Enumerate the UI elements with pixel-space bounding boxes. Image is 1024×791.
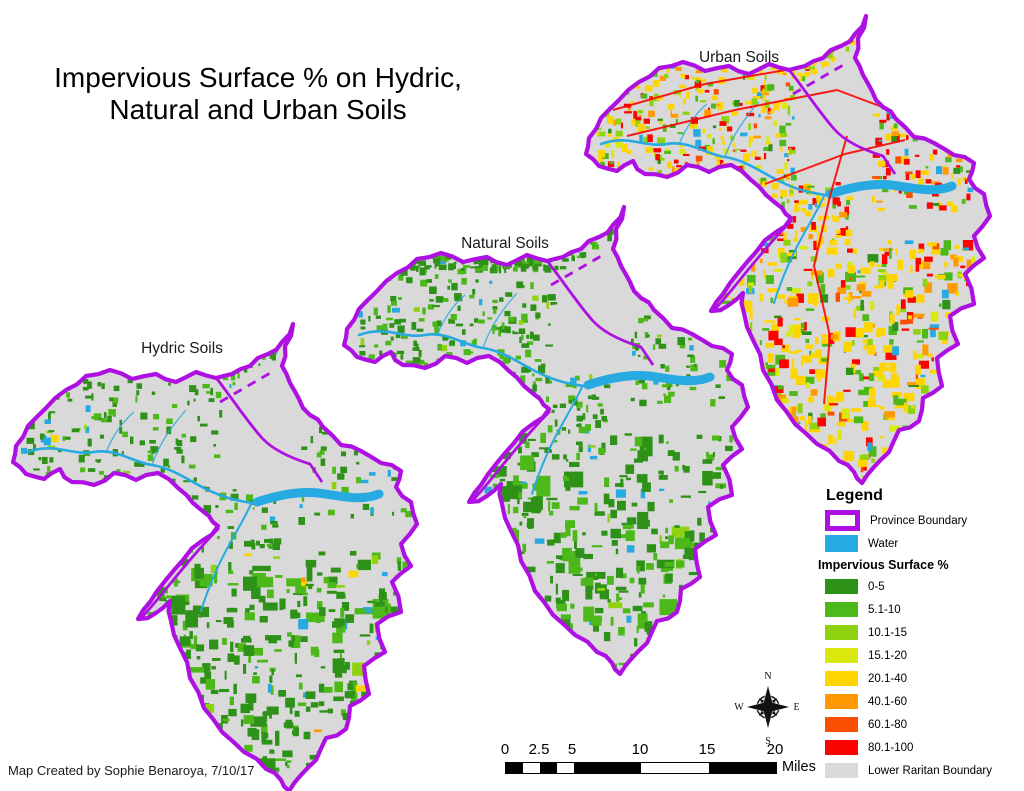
- class-2-label: 10.1-15: [868, 626, 908, 639]
- scale-tick-5: 20: [766, 741, 784, 758]
- highway-line: [764, 139, 906, 185]
- legend-row-water: Water: [818, 532, 1022, 555]
- title-line-2: Natural and Urban Soils: [109, 94, 407, 125]
- internal-boundary: [713, 219, 793, 311]
- river-estuary: [583, 371, 715, 390]
- class-5-label: 40.1-60: [868, 695, 908, 708]
- class-4-label: 20.1-40: [868, 672, 908, 685]
- scale-bar: 0 2.5 5 10 15 20 Miles: [501, 741, 816, 777]
- class-7-label: 80.1-100: [868, 741, 914, 754]
- south-stream: [200, 503, 252, 612]
- legend-row-class-6: 60.1-80: [818, 713, 1022, 736]
- class-3-label: 15.1-20: [868, 649, 908, 662]
- raritan-river: [357, 330, 586, 388]
- legend-row-class-3: 15.1-20: [818, 644, 1022, 667]
- compass-n: N: [764, 671, 771, 682]
- compass-cardinal-star: [745, 684, 791, 730]
- south-stream: [773, 195, 825, 304]
- legend-row-class-1: 5.1-10: [818, 598, 1022, 621]
- class-6-label: 60.1-80: [868, 718, 908, 731]
- title-line-1: Impervious Surface % on Hydric,: [54, 62, 462, 93]
- legend-row-province: Province Boundary: [818, 509, 1022, 532]
- watershed-fill: [586, 16, 990, 483]
- map-label-hydric: Hydric Soils: [141, 340, 223, 357]
- class-2-swatch: [825, 625, 858, 640]
- province-boundary-outline: [10, 321, 420, 791]
- internal-boundary: [215, 378, 324, 483]
- map-natural: [341, 204, 751, 677]
- compass-rose: N E S W: [734, 671, 799, 747]
- internal-boundary: [788, 70, 897, 175]
- legend-title: Legend: [826, 487, 883, 504]
- scale-tick-4: 15: [698, 741, 716, 758]
- scale-tick-1: 2.5: [528, 741, 550, 758]
- class-7-swatch: [825, 740, 858, 755]
- class-3-swatch: [825, 648, 858, 663]
- water-label: Water: [868, 537, 899, 550]
- internal-boundary-dashed: [219, 370, 273, 404]
- internal-boundary: [140, 527, 220, 619]
- legend-row-class-4: 20.1-40: [818, 667, 1022, 690]
- internal-boundary-dashed: [550, 253, 604, 287]
- map-label-urban: Urban Soils: [698, 49, 780, 66]
- class-0-label: 0-5: [868, 580, 885, 593]
- page-title: Impervious Surface % on Hydric, Natural …: [36, 62, 480, 126]
- class-5-swatch: [825, 694, 858, 709]
- province-boundary-outline: [341, 204, 751, 677]
- water-swatch: [825, 535, 858, 552]
- province-boundary-label: Province Boundary: [870, 514, 968, 527]
- raritan-river: [26, 447, 255, 505]
- province-boundary-swatch: [825, 510, 860, 531]
- class-1-label: 5.1-10: [868, 603, 901, 616]
- compass-w: W: [734, 702, 744, 713]
- south-stream: [531, 386, 583, 495]
- internal-boundary: [471, 410, 551, 502]
- class-1-swatch: [825, 602, 858, 617]
- credit-line: Map Created by Sophie Benaroya, 7/10/17: [8, 763, 255, 778]
- highway-line: [626, 88, 886, 137]
- internal-boundary: [546, 261, 655, 366]
- scale-tick-3: 10: [631, 741, 649, 758]
- class-6-swatch: [825, 717, 858, 732]
- scale-tick-2: 5: [567, 741, 577, 758]
- lower-raritan-label: Lower Raritan Boundary: [868, 764, 993, 777]
- class-0-swatch: [825, 579, 858, 594]
- tributary-streams: [105, 409, 187, 466]
- highway-line: [812, 135, 848, 405]
- legend-row-class-7: 80.1-100: [818, 736, 1022, 759]
- raritan-river: [599, 139, 828, 197]
- compass-e: E: [793, 702, 799, 713]
- map-hydric: [10, 321, 420, 791]
- province-boundary-outline: [583, 13, 993, 486]
- internal-boundary-dashed: [792, 62, 846, 96]
- tributary-streams: [436, 292, 518, 349]
- river-estuary: [252, 488, 384, 507]
- compass-s: S: [765, 736, 771, 747]
- legend-row-class-0: 0-5: [818, 575, 1022, 598]
- legend-row-class-2: 10.1-15: [818, 621, 1022, 644]
- legend-row-lower-raritan: Lower Raritan Boundary: [818, 759, 1022, 782]
- legend: Legend Province Boundary Water Imperviou…: [818, 487, 1022, 782]
- scale-tick-0: 0: [500, 741, 510, 758]
- scale-bar-segments: [505, 762, 777, 774]
- lower-raritan-swatch: [825, 763, 858, 778]
- watershed-fill: [13, 324, 417, 791]
- legend-row-class-5: 40.1-60: [818, 690, 1022, 713]
- map-label-natural: Natural Soils: [461, 235, 549, 252]
- scale-unit-label: Miles: [782, 759, 816, 775]
- impervious-heading: Impervious Surface %: [818, 558, 949, 572]
- class-4-swatch: [825, 671, 858, 686]
- river-estuary: [825, 180, 957, 199]
